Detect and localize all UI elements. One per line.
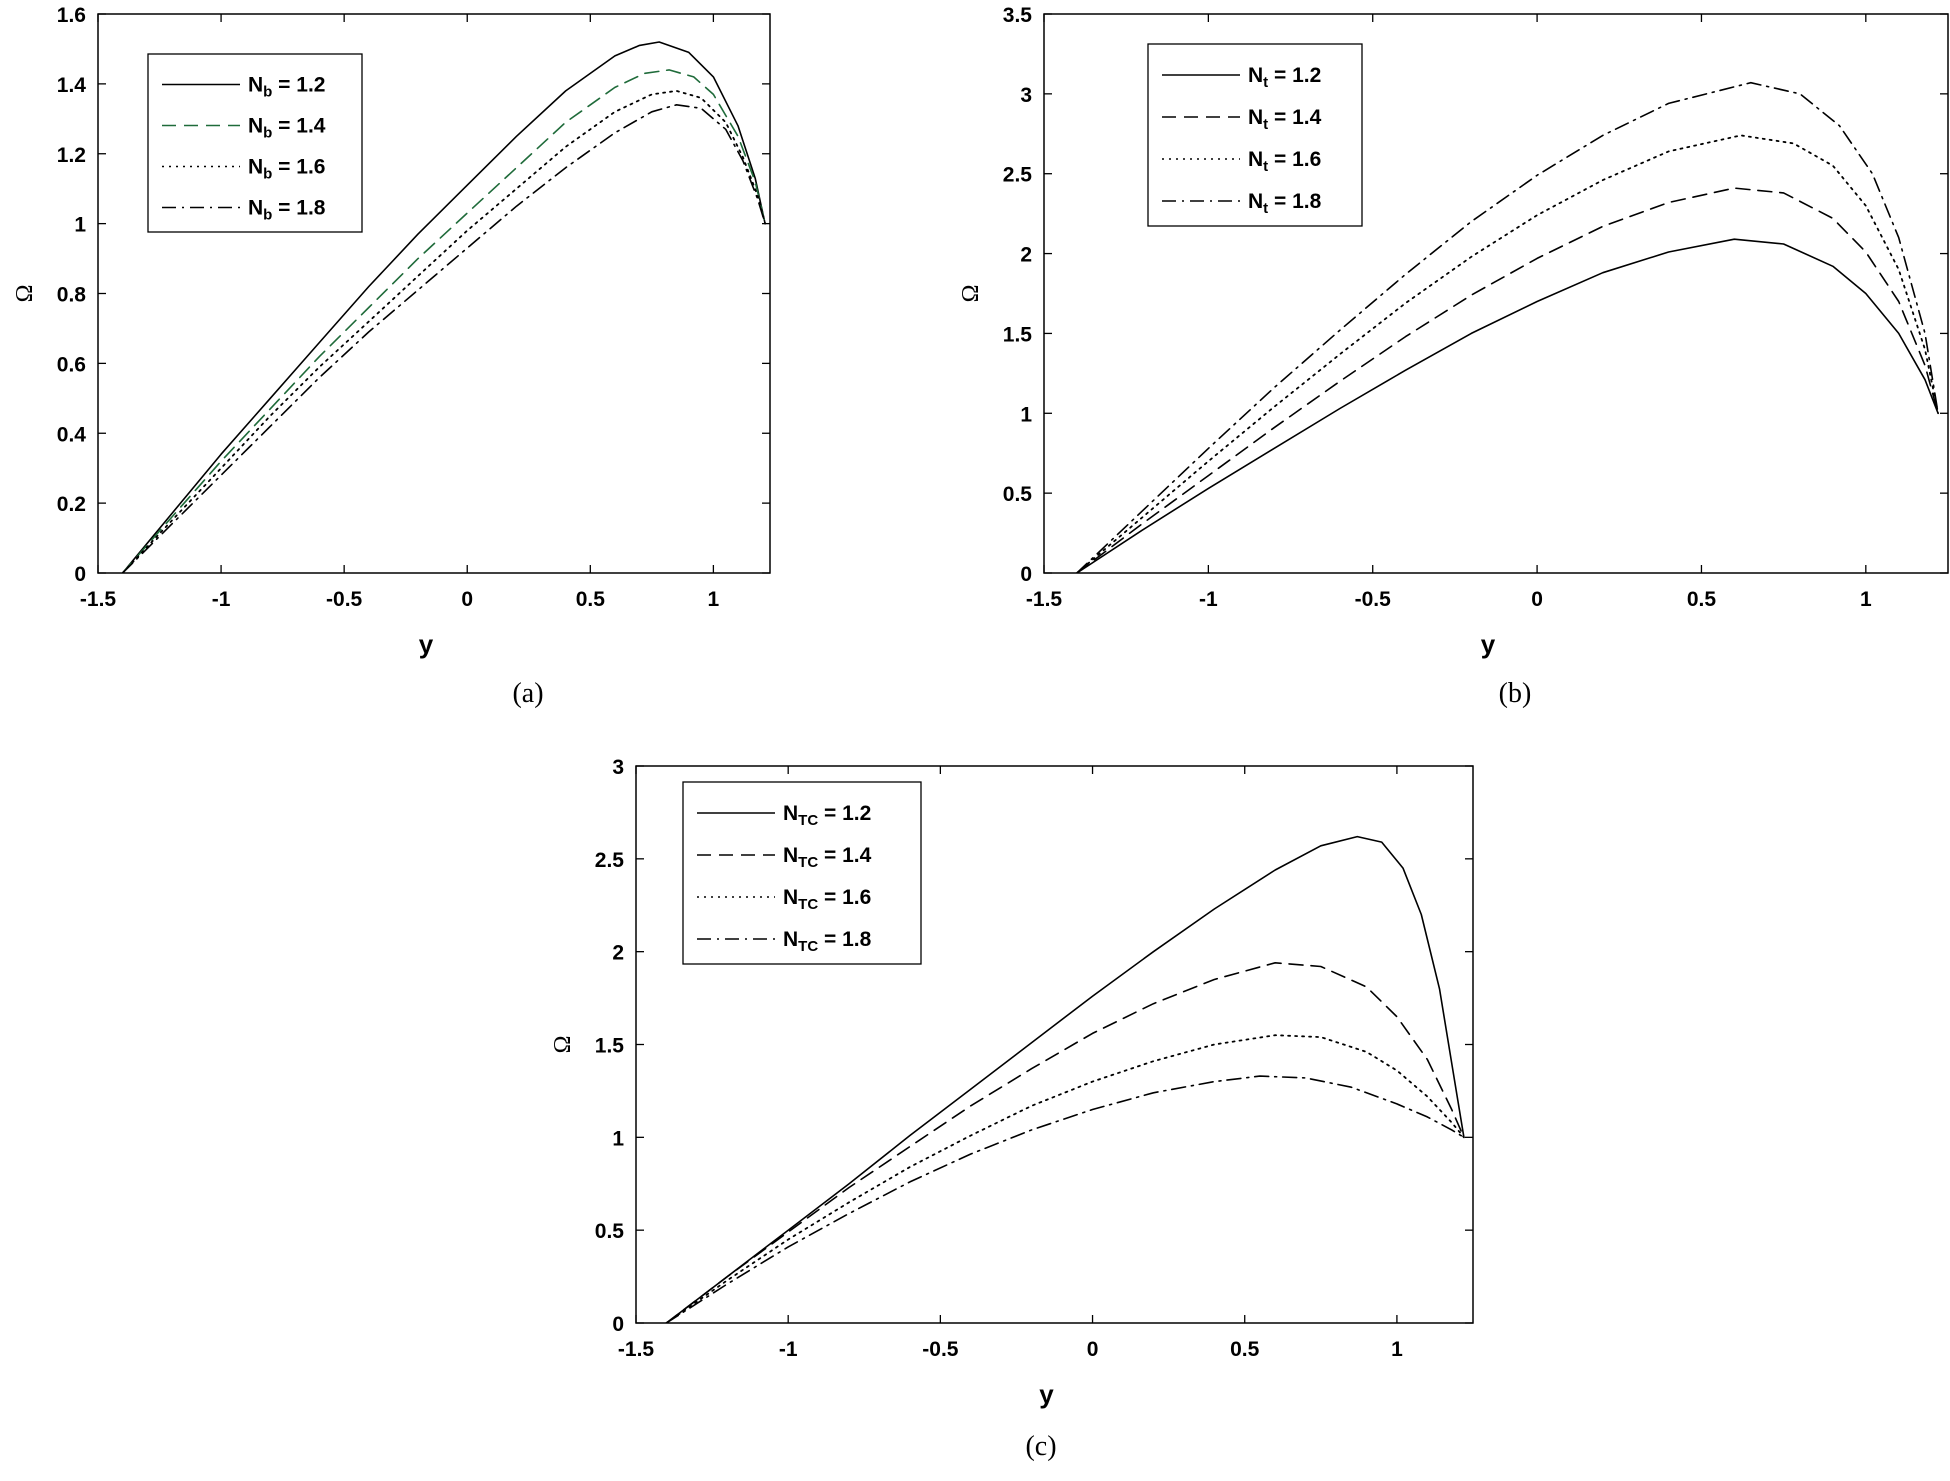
y-tick-label: 1 [612,1127,624,1150]
y-tick-label: 3 [612,756,624,779]
x-tick-label: 0.5 [1687,588,1717,611]
series-line-1 [121,41,766,573]
y-tick-label: 0.8 [57,284,87,307]
x-tick-label: 0 [1531,588,1543,611]
x-tick-label: 1 [708,588,720,611]
x-tick-label: 0 [1087,1338,1099,1361]
series-line-1 [1076,238,1939,573]
series-line-4 [121,104,766,573]
x-tick-label: -0.5 [1355,588,1392,611]
x-axis-label: y [1481,629,1496,659]
y-tick-label: 2 [1020,244,1032,267]
y-tick-label: 0.4 [57,423,87,446]
legend-label: NTC = 1.4 [783,844,872,871]
legend-label: Nt = 1.8 [1248,190,1322,217]
y-tick-label: 1.5 [1003,323,1033,346]
series-line-3 [121,90,766,573]
series-group [665,835,1465,1323]
panel-b: -1.5 -1 -0.5 0 0.5 1 0 0.5 1 1.5 2 2.5 3 3.5 y Ω Nt = 1.… [958,4,1949,709]
x-tick-label: -1 [212,588,231,611]
x-axis-label: y [419,629,434,659]
plot-frame [1043,13,1949,574]
legend-label: Nb = 1.4 [248,115,326,142]
legend-label: Nt = 1.6 [1248,148,1321,175]
legend-label: Nb = 1.8 [248,197,326,224]
legend: Nt = 1.2 Nt = 1.4 Nt = 1.6 Nt = 1.8 [1147,43,1363,227]
y-tick-label: 0.2 [57,493,86,516]
panel-caption: (a) [512,678,543,709]
y-tick-label: 2.5 [1003,164,1033,187]
x-tick-label: -1 [779,1338,798,1361]
series-group [1076,81,1939,573]
y-tick-label: 1 [74,214,86,237]
y-tick-label: 0.5 [1003,483,1033,506]
series-line-3 [1076,134,1939,573]
panel-caption: (b) [1499,678,1532,709]
legend-label: NTC = 1.6 [783,886,871,913]
y-tick-label: 1.2 [57,144,86,167]
y-tick-label: 3 [1020,84,1032,107]
legend-label: Nt = 1.2 [1248,64,1321,91]
series-line-3 [665,1034,1465,1323]
x-tick-label: -0.5 [922,1338,959,1361]
x-tick-label: 0.5 [1230,1338,1260,1361]
y-tick-label: 1.6 [57,4,86,27]
y-tick-label: 0 [612,1313,624,1336]
legend: Nb = 1.2 Nb = 1.4 Nb = 1.6 Nb = 1.8 [147,53,363,233]
y-tick-label: 0 [74,563,86,586]
legend-box [682,781,922,965]
y-axis-label: Ω [12,285,38,303]
y-axis-label: Ω [550,1036,576,1054]
legend-label: Nt = 1.4 [1248,106,1322,133]
x-tick-label: -1.5 [618,1338,655,1361]
x-axis-label: y [1039,1379,1054,1409]
x-tick-label: 0.5 [576,588,606,611]
x-tick-label: -1.5 [80,588,117,611]
legend-label: Nb = 1.2 [248,74,325,101]
series-line-2 [1076,187,1939,573]
legend-label: NTC = 1.2 [783,802,871,829]
y-tick-label: 1 [1020,403,1032,426]
y-tick-label: 3.5 [1003,4,1033,27]
legend: NTC = 1.2 NTC = 1.4 NTC = 1.6 NTC = 1.8 [682,781,922,965]
series-line-1 [665,835,1465,1323]
x-tick-label: -0.5 [326,588,363,611]
legend-label: NTC = 1.8 [783,928,872,955]
panel-caption: (c) [1025,1431,1056,1462]
y-axis-label: Ω [958,285,984,303]
y-tick-label: 0.6 [57,353,86,376]
y-tick-label: 2 [612,942,624,965]
x-tick-label: 1 [1860,588,1872,611]
panel-a: -1.5 -1 -0.5 0 0.5 1 0 0.2 0.4 0.6 0.8 1 1.2 1.4 1.6 y Ω… [12,4,771,709]
series-line-4 [665,1075,1465,1323]
x-tick-label: -1 [1199,588,1218,611]
y-tick-label: 0 [1020,563,1032,586]
series-line-2 [665,962,1465,1323]
legend-box [147,53,363,233]
x-tick-label: 0 [461,588,473,611]
x-tick-label: -1.5 [1026,588,1063,611]
y-tick-label: 0.5 [595,1220,625,1243]
series-line-2 [121,69,766,573]
legend-label: Nb = 1.6 [248,156,325,183]
x-tick-label: 1 [1391,1338,1403,1361]
series-group [121,41,766,573]
y-tick-label: 2.5 [595,849,625,872]
y-tick-label: 1.4 [57,74,87,97]
y-tick-label: 1.5 [595,1035,625,1058]
series-line-4 [1076,81,1939,573]
